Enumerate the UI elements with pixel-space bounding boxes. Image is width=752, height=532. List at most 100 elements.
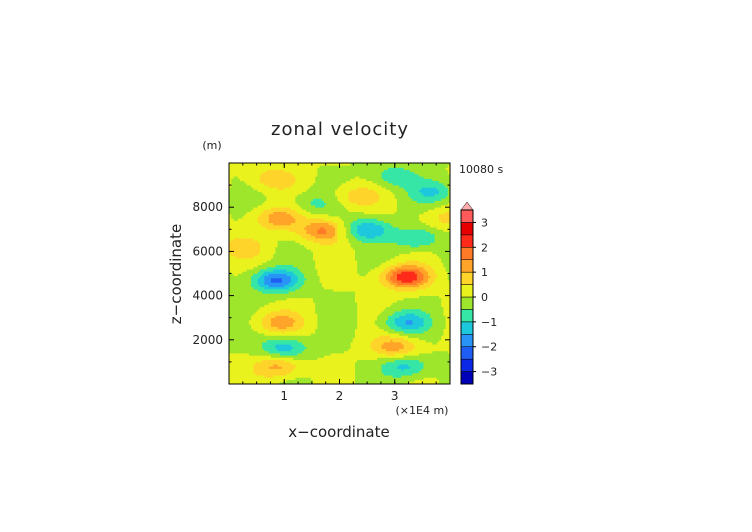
heatmap-cell bbox=[266, 280, 270, 283]
heatmap-cell bbox=[363, 286, 367, 290]
heatmap-cell bbox=[361, 359, 365, 363]
heatmap-cell bbox=[317, 353, 320, 356]
heatmap-cell bbox=[343, 322, 347, 325]
heatmap-cell bbox=[290, 297, 294, 301]
heatmap-cell bbox=[354, 330, 358, 334]
heatmap-cell bbox=[284, 377, 287, 380]
heatmap-cell bbox=[421, 317, 424, 321]
heatmap-cell bbox=[359, 350, 362, 354]
heatmap-cell bbox=[366, 346, 369, 349]
heatmap-cell bbox=[317, 359, 320, 363]
heatmap-cell bbox=[282, 302, 285, 305]
heatmap-cell bbox=[231, 359, 234, 363]
heatmap-cell bbox=[348, 306, 351, 310]
heatmap-cell bbox=[284, 337, 287, 341]
heatmap-cell bbox=[341, 381, 345, 385]
heatmap-cell bbox=[231, 317, 234, 321]
heatmap-cell bbox=[330, 350, 334, 354]
heatmap-cell bbox=[388, 286, 391, 290]
heatmap-cell bbox=[295, 313, 298, 316]
heatmap-cell bbox=[262, 286, 265, 290]
heatmap-cell bbox=[286, 315, 290, 319]
heatmap-cell bbox=[290, 328, 294, 332]
heatmap-cell bbox=[348, 375, 351, 378]
heatmap-cell bbox=[233, 357, 236, 361]
heatmap-cell bbox=[251, 372, 254, 376]
heatmap-cell bbox=[372, 342, 376, 345]
heatmap-cell bbox=[363, 381, 367, 385]
heatmap-cell bbox=[315, 315, 318, 319]
heatmap-cell bbox=[354, 308, 358, 312]
heatmap-cell bbox=[246, 342, 250, 345]
heatmap-cell bbox=[279, 286, 283, 290]
heatmap-cell bbox=[268, 297, 272, 301]
heatmap-cell bbox=[233, 319, 236, 323]
heatmap-cell bbox=[390, 339, 393, 343]
heatmap-cell bbox=[277, 315, 281, 319]
heatmap-cell bbox=[310, 326, 314, 330]
heatmap-cell bbox=[337, 328, 340, 332]
heatmap-cell bbox=[408, 372, 411, 376]
heatmap-cell bbox=[438, 286, 442, 290]
heatmap-cell bbox=[235, 370, 239, 374]
heatmap-cell bbox=[438, 366, 442, 369]
heatmap-cell bbox=[381, 291, 385, 294]
heatmap-cell bbox=[419, 300, 422, 303]
heatmap-cell bbox=[233, 313, 236, 316]
heatmap-cell bbox=[321, 313, 325, 316]
heatmap-cell bbox=[299, 359, 303, 363]
heatmap-cell bbox=[423, 280, 427, 283]
heatmap-cell bbox=[301, 361, 305, 365]
heatmap-cell bbox=[235, 326, 239, 330]
heatmap-cell bbox=[321, 282, 325, 285]
heatmap-cell bbox=[233, 324, 236, 327]
heatmap-cell bbox=[295, 280, 298, 283]
heatmap-cell bbox=[368, 375, 371, 378]
heatmap-cell bbox=[399, 308, 402, 312]
heatmap-cell bbox=[308, 359, 312, 363]
heatmap-cell bbox=[233, 377, 236, 380]
heatmap-cell bbox=[324, 308, 327, 312]
heatmap-cell bbox=[259, 370, 263, 374]
heatmap-cell bbox=[423, 346, 427, 349]
heatmap-cell bbox=[324, 368, 327, 372]
heatmap-cell bbox=[319, 322, 323, 325]
heatmap-cell bbox=[350, 280, 354, 283]
heatmap-cell bbox=[341, 346, 345, 349]
heatmap-cell bbox=[293, 344, 296, 347]
heatmap-cell bbox=[421, 335, 424, 338]
heatmap-cell bbox=[359, 286, 362, 290]
heatmap-cell bbox=[231, 302, 234, 305]
heatmap-cell bbox=[359, 324, 362, 327]
heatmap-cell bbox=[381, 342, 385, 345]
heatmap-cell bbox=[231, 350, 234, 354]
heatmap-cell bbox=[396, 346, 400, 349]
heatmap-cell bbox=[361, 297, 365, 301]
heatmap-cell bbox=[361, 293, 365, 296]
heatmap-cell bbox=[319, 379, 323, 383]
heatmap-cell bbox=[306, 381, 309, 385]
heatmap-cell bbox=[337, 348, 340, 352]
heatmap-cell bbox=[357, 300, 360, 303]
heatmap-cell bbox=[430, 381, 433, 385]
heatmap-cell bbox=[430, 280, 433, 283]
heatmap-cell bbox=[335, 304, 338, 307]
heatmap-cell bbox=[383, 361, 387, 365]
heatmap-cell bbox=[374, 375, 378, 378]
heatmap-cell bbox=[299, 379, 303, 383]
heatmap-cell bbox=[421, 324, 424, 327]
heatmap-cell bbox=[328, 291, 332, 294]
heatmap-cell bbox=[423, 315, 427, 319]
heatmap-cell bbox=[337, 291, 340, 294]
heatmap-cell bbox=[284, 379, 287, 383]
heatmap-cell bbox=[370, 313, 373, 316]
heatmap-cell bbox=[257, 293, 261, 296]
heatmap-cell bbox=[317, 317, 320, 321]
heatmap-cell bbox=[447, 293, 451, 296]
heatmap-cell bbox=[414, 326, 418, 330]
heatmap-cell bbox=[346, 353, 349, 356]
heatmap-cell bbox=[335, 291, 338, 294]
heatmap-cell bbox=[257, 280, 261, 283]
heatmap-cell bbox=[273, 339, 276, 343]
heatmap-cell bbox=[297, 304, 301, 307]
